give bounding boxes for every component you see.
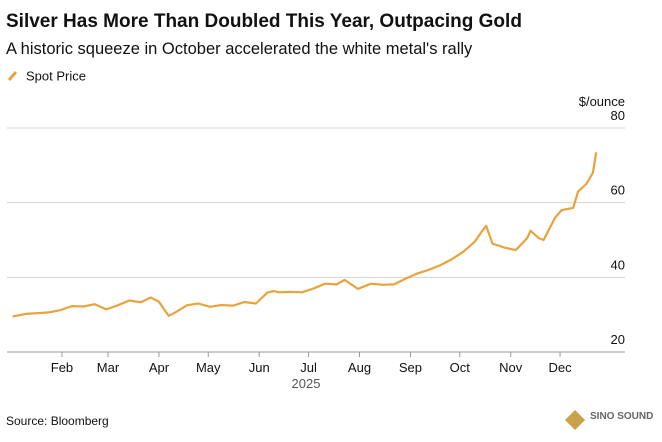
x-tick-label: Mar	[97, 360, 120, 375]
y-axis-label: $/ounce	[579, 94, 625, 109]
x-tick-label: Nov	[499, 360, 523, 375]
x-tick-label: Apr	[149, 360, 170, 375]
legend-label: Spot Price	[26, 69, 86, 84]
watermark-text: SINO SOUND	[590, 411, 653, 422]
y-tick-label: 20	[611, 332, 625, 347]
y-tick-label: 40	[611, 257, 625, 272]
x-tick-label: Jul	[300, 360, 317, 375]
x-tick-label: Dec	[548, 360, 572, 375]
x-tick-label: Aug	[348, 360, 371, 375]
x-tick-label: Jun	[249, 360, 270, 375]
x-tick-label: Feb	[51, 360, 73, 375]
x-tick-label: Oct	[450, 360, 471, 375]
x-tick-label: May	[196, 360, 221, 375]
y-tick-label: 80	[611, 108, 625, 123]
source: Source: Bloomberg	[6, 414, 109, 428]
watermark-logo	[565, 410, 585, 430]
chart-title: Silver Has More Than Doubled This Year, …	[6, 11, 522, 32]
legend-swatch	[7, 71, 18, 81]
price-line	[12, 152, 598, 318]
watermark: SINO SOUND	[565, 410, 653, 430]
y-tick-label: 60	[611, 183, 625, 198]
x-tick-label: Sep	[399, 360, 422, 375]
x-axis-label: 2025	[292, 376, 321, 391]
chart-subtitle: A historic squeeze in October accelerate…	[6, 40, 473, 58]
